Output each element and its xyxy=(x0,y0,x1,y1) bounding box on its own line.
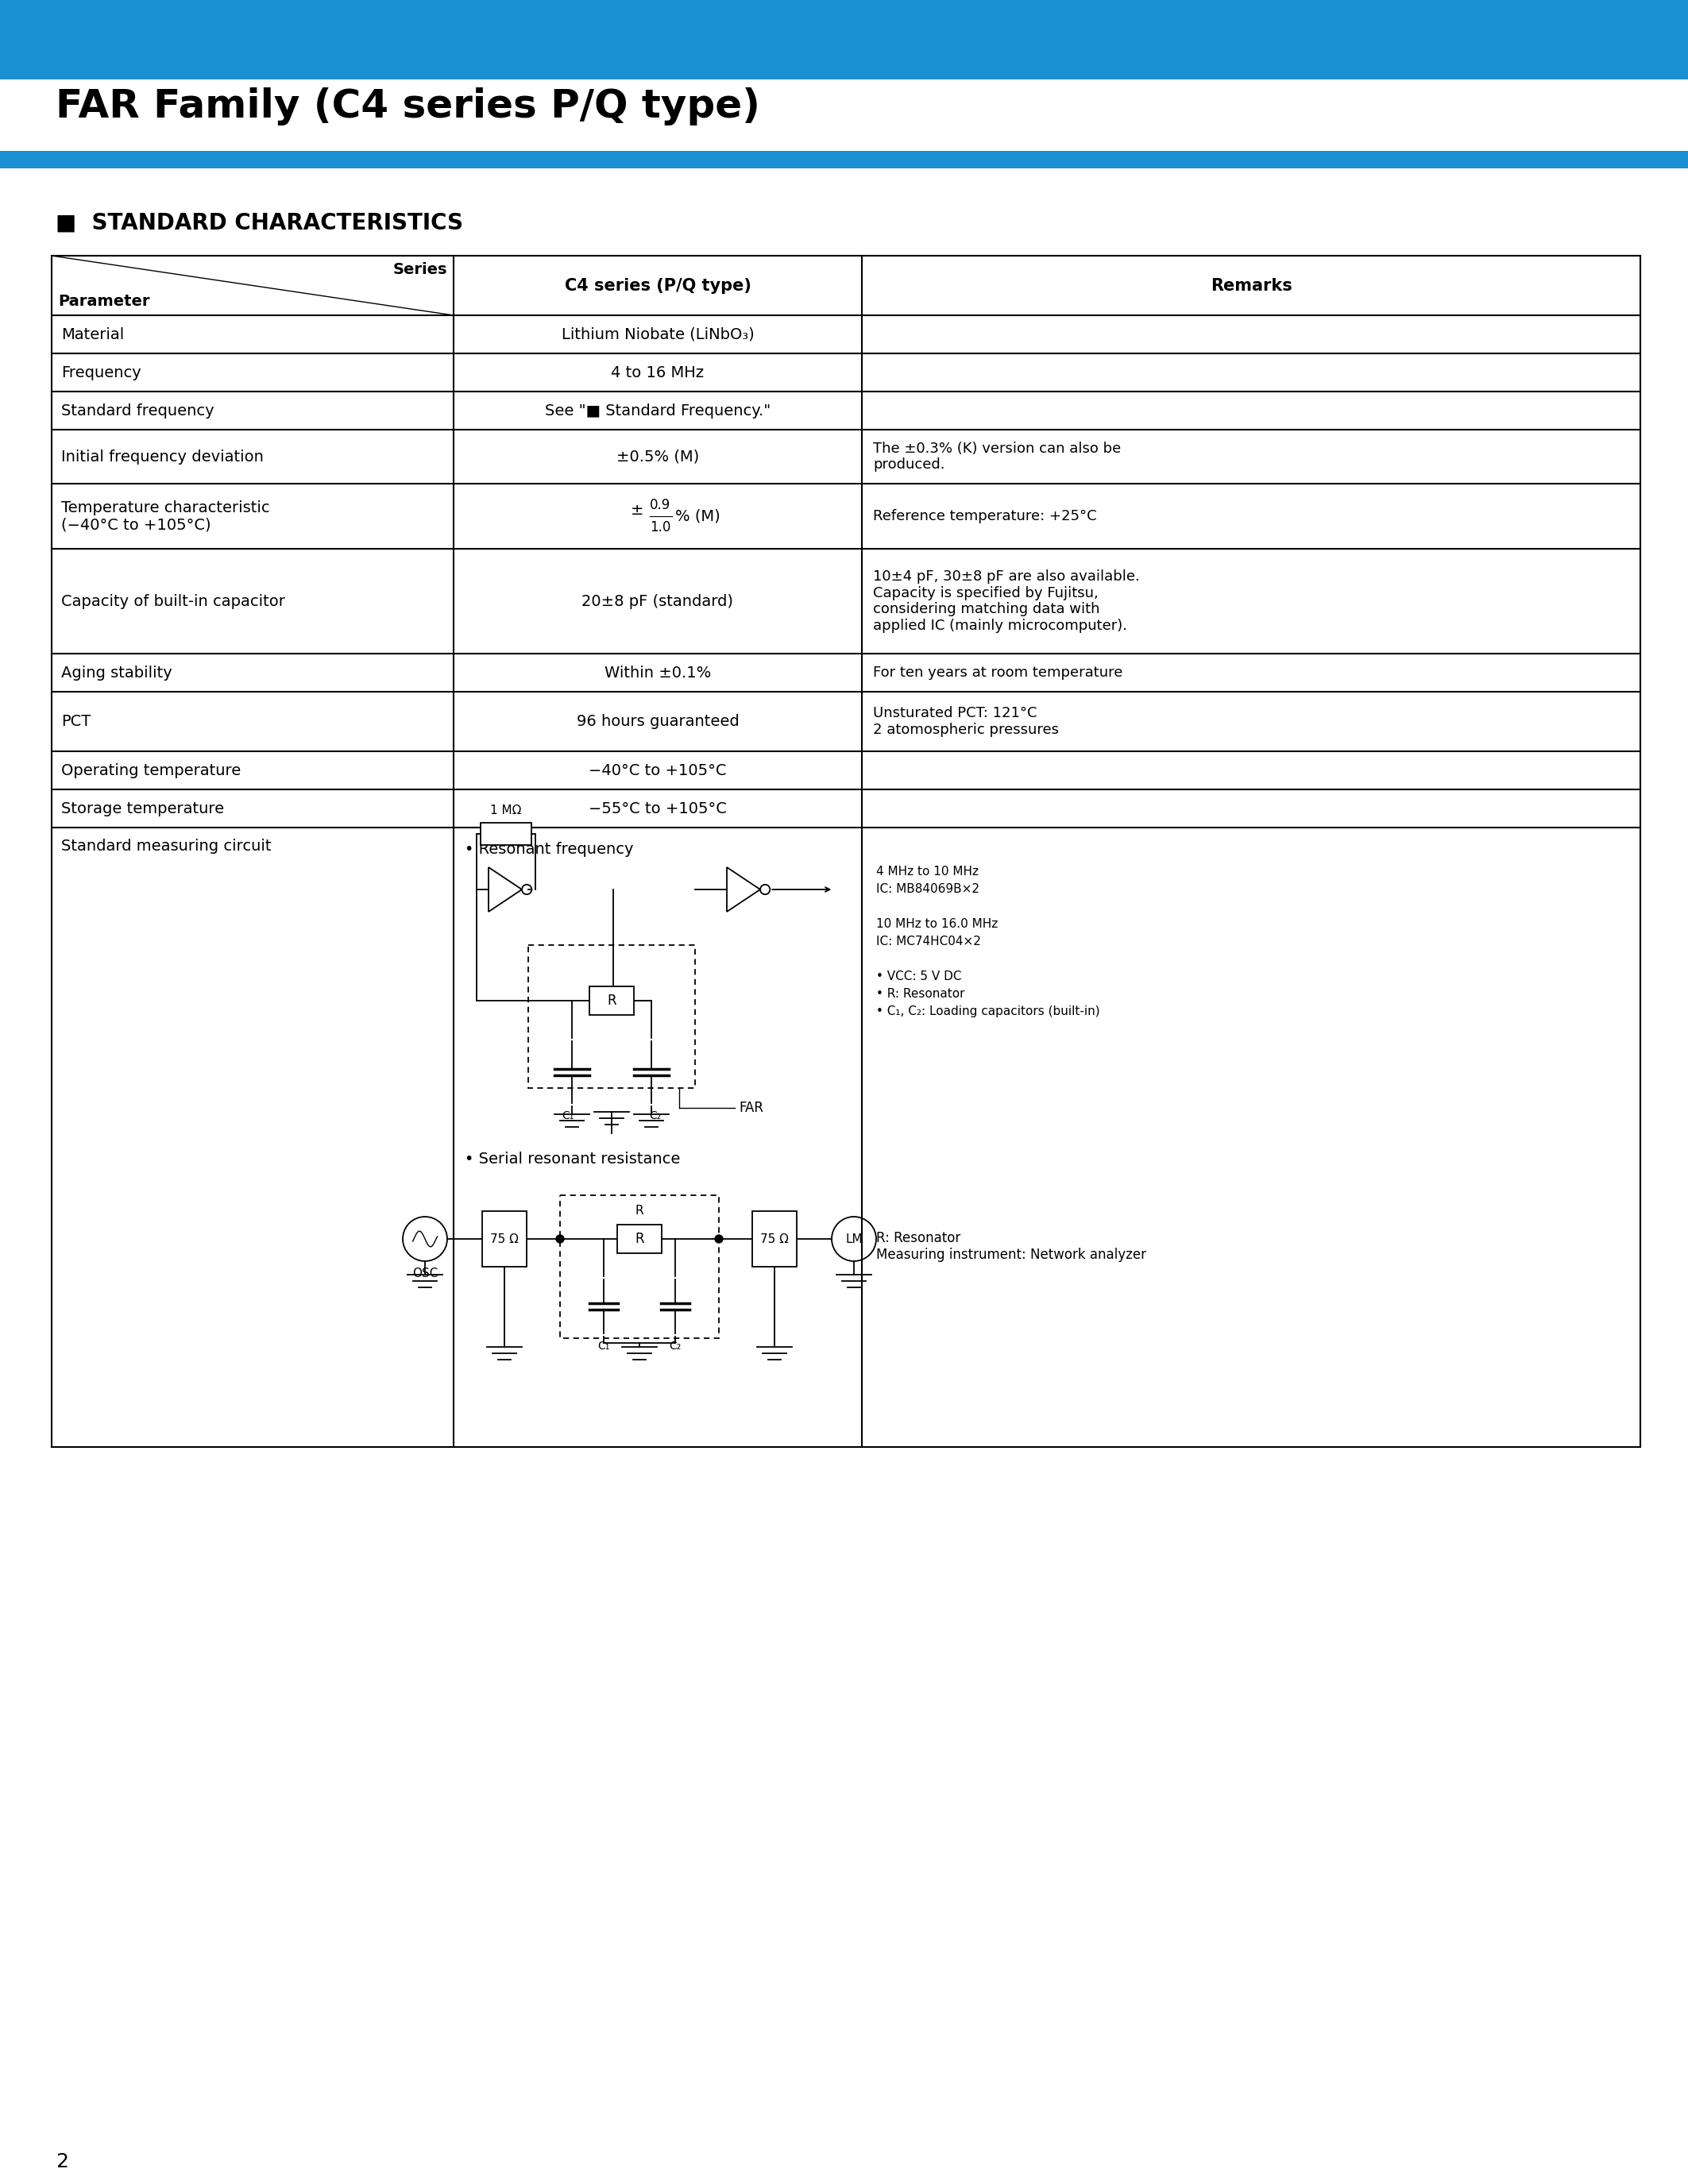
Bar xyxy=(753,1212,797,1267)
Text: ±: ± xyxy=(630,502,643,518)
Text: 1 MΩ: 1 MΩ xyxy=(491,804,522,817)
Bar xyxy=(618,1225,662,1254)
Text: 0.9: 0.9 xyxy=(650,498,670,513)
Text: OSC: OSC xyxy=(412,1267,437,1280)
Text: 10±4 pF, 30±8 pF are also available.
Capacity is specified by Fujitsu,
consideri: 10±4 pF, 30±8 pF are also available. Cap… xyxy=(873,570,1139,633)
Text: % (M): % (M) xyxy=(675,509,721,524)
Text: IC: MB84069B×2: IC: MB84069B×2 xyxy=(876,882,979,895)
Text: • Serial resonant resistance: • Serial resonant resistance xyxy=(464,1151,680,1166)
Text: R: Resonator
Measuring instrument: Network analyzer: R: Resonator Measuring instrument: Netwo… xyxy=(876,1232,1146,1262)
Bar xyxy=(481,823,532,845)
Text: 1.0: 1.0 xyxy=(650,520,670,535)
Text: For ten years at room temperature: For ten years at room temperature xyxy=(873,666,1123,679)
Text: 96 hours guaranteed: 96 hours guaranteed xyxy=(576,714,739,729)
Bar xyxy=(528,946,695,1088)
Text: −40°C to +105°C: −40°C to +105°C xyxy=(589,762,726,778)
Text: 20±8 pF (standard): 20±8 pF (standard) xyxy=(582,594,734,609)
Text: Capacity of built-in capacitor: Capacity of built-in capacitor xyxy=(61,594,285,609)
Text: Temperature characteristic
(−40°C to +105°C): Temperature characteristic (−40°C to +10… xyxy=(61,500,270,533)
Text: 2: 2 xyxy=(56,2151,68,2171)
Text: Unsturated PCT: 121°C
2 atomospheric pressures: Unsturated PCT: 121°C 2 atomospheric pre… xyxy=(873,705,1058,736)
Text: Initial frequency deviation: Initial frequency deviation xyxy=(61,450,263,465)
Bar xyxy=(0,0,1688,79)
Text: Material: Material xyxy=(61,328,125,343)
Bar xyxy=(0,151,1688,168)
Text: ■  STANDARD CHARACTERISTICS: ■ STANDARD CHARACTERISTICS xyxy=(56,212,463,234)
Text: Series: Series xyxy=(393,262,447,277)
Bar xyxy=(483,1212,527,1267)
Text: LM: LM xyxy=(846,1234,863,1245)
Text: Lithium Niobate (LiNbO₃): Lithium Niobate (LiNbO₃) xyxy=(562,328,755,343)
Text: 75 Ω: 75 Ω xyxy=(760,1234,788,1245)
Text: • Resonant frequency: • Resonant frequency xyxy=(464,841,633,856)
Text: R: R xyxy=(608,994,616,1007)
Text: C₁: C₁ xyxy=(562,1109,574,1120)
Bar xyxy=(589,987,635,1016)
Text: Standard measuring circuit: Standard measuring circuit xyxy=(61,839,272,854)
Text: • VCC: 5 V DC: • VCC: 5 V DC xyxy=(876,970,962,983)
Text: C4 series (P/Q type): C4 series (P/Q type) xyxy=(564,277,751,293)
Text: ±0.5% (M): ±0.5% (M) xyxy=(616,450,699,465)
Text: Parameter: Parameter xyxy=(57,295,150,308)
Text: Operating temperature: Operating temperature xyxy=(61,762,241,778)
Text: Frequency: Frequency xyxy=(61,365,142,380)
Text: 10 MHz to 16.0 MHz: 10 MHz to 16.0 MHz xyxy=(876,917,998,930)
Text: 4 to 16 MHz: 4 to 16 MHz xyxy=(611,365,704,380)
Text: • R: Resonator: • R: Resonator xyxy=(876,987,966,1000)
Text: Within ±0.1%: Within ±0.1% xyxy=(604,666,711,679)
Circle shape xyxy=(555,1234,564,1243)
Text: 4 MHz to 10 MHz: 4 MHz to 10 MHz xyxy=(876,865,979,878)
Text: IC: MC74HC04×2: IC: MC74HC04×2 xyxy=(876,935,981,948)
Text: −55°C to +105°C: −55°C to +105°C xyxy=(589,802,728,817)
Text: R: R xyxy=(635,1206,643,1216)
Circle shape xyxy=(716,1234,722,1243)
Text: C₁: C₁ xyxy=(598,1341,609,1352)
Text: Remarks: Remarks xyxy=(1210,277,1291,293)
Text: The ±0.3% (K) version can also be
produced.: The ±0.3% (K) version can also be produc… xyxy=(873,441,1121,472)
Text: Storage temperature: Storage temperature xyxy=(61,802,225,817)
Bar xyxy=(560,1195,719,1339)
Text: C₂: C₂ xyxy=(650,1109,662,1120)
Text: FAR Family (C4 series P/Q type): FAR Family (C4 series P/Q type) xyxy=(56,87,760,124)
Text: FAR: FAR xyxy=(739,1101,763,1116)
Text: R: R xyxy=(635,1232,645,1247)
Text: C₂: C₂ xyxy=(668,1341,682,1352)
Text: 75 Ω: 75 Ω xyxy=(490,1234,518,1245)
Text: • C₁, C₂: Loading capacitors (built-in): • C₁, C₂: Loading capacitors (built-in) xyxy=(876,1005,1101,1018)
Text: See "■ Standard Frequency.": See "■ Standard Frequency." xyxy=(545,404,771,417)
Text: PCT: PCT xyxy=(61,714,91,729)
Text: Aging stability: Aging stability xyxy=(61,666,172,679)
Text: Standard frequency: Standard frequency xyxy=(61,404,214,417)
Text: Reference temperature: +25°C: Reference temperature: +25°C xyxy=(873,509,1097,524)
